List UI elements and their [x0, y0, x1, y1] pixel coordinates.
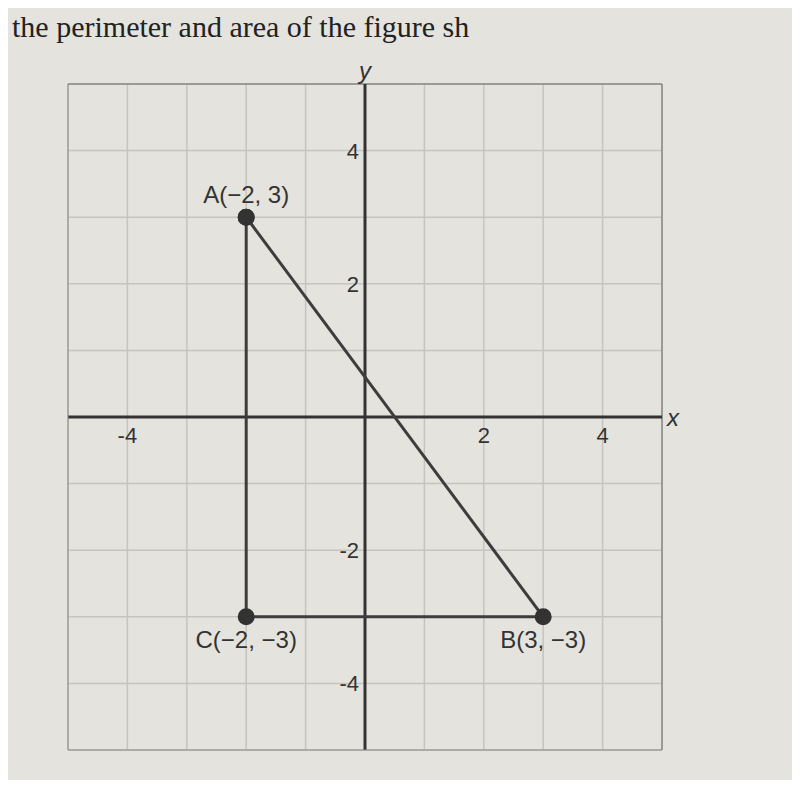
svg-text:-4: -4 [339, 671, 359, 696]
svg-text:2: 2 [347, 272, 359, 297]
svg-text:A(−2, 3): A(−2, 3) [203, 181, 289, 208]
svg-text:B(3, −3): B(3, −3) [500, 626, 586, 653]
svg-text:4: 4 [596, 423, 608, 448]
svg-text:-2: -2 [339, 538, 359, 563]
svg-text:x: x [666, 404, 680, 431]
svg-text:4: 4 [347, 139, 359, 164]
svg-text:y: y [357, 57, 373, 84]
svg-text:2: 2 [478, 423, 490, 448]
svg-text:-4: -4 [118, 423, 138, 448]
svg-text:C(−2, −3): C(−2, −3) [196, 626, 297, 653]
html-text:the perimeter and area of the: the perimeter and area of the figure sh [12, 10, 470, 43]
